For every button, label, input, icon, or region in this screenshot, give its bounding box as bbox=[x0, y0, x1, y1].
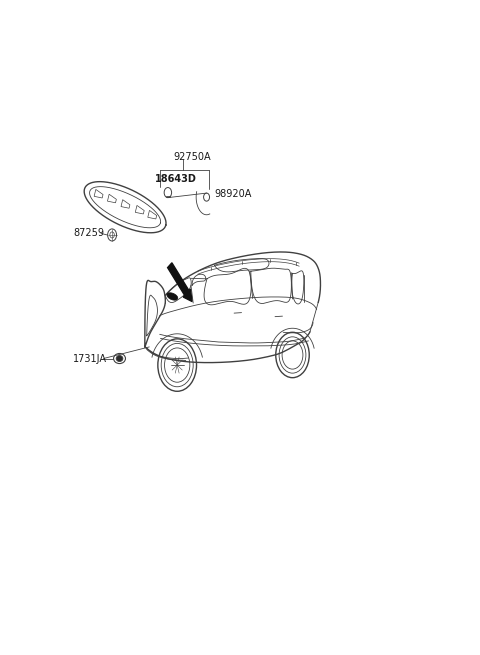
Text: 92750A: 92750A bbox=[173, 152, 211, 162]
Text: 87259: 87259 bbox=[73, 229, 104, 238]
Ellipse shape bbox=[167, 293, 178, 300]
Text: 1731JA: 1731JA bbox=[73, 354, 107, 364]
FancyArrow shape bbox=[168, 263, 192, 301]
Text: 98920A: 98920A bbox=[215, 189, 252, 198]
Ellipse shape bbox=[116, 356, 123, 362]
Text: 18643D: 18643D bbox=[155, 174, 197, 185]
